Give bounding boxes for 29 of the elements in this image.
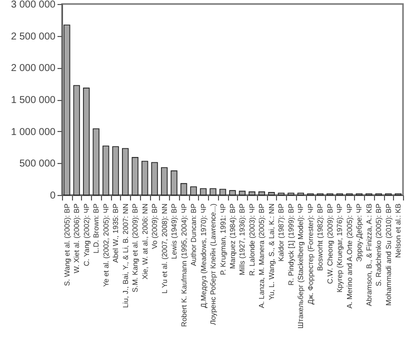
bar [248, 191, 256, 196]
bar [83, 88, 90, 196]
y-tick-label: 2 000 000 [11, 63, 56, 74]
bar [132, 157, 138, 196]
bar [180, 183, 188, 196]
y-tick-label: 1 000 000 [11, 126, 56, 138]
bar [170, 170, 178, 196]
y-tick-label: 1 500 000 [11, 95, 56, 106]
bar [112, 146, 119, 196]
bar [200, 188, 207, 196]
y-tick-label: 3 000 000 [11, 0, 56, 10]
y-tick-label: 2 500 000 [11, 31, 56, 42]
bar [219, 188, 226, 196]
bar [122, 148, 129, 196]
y-tick-label: 0 [50, 190, 56, 202]
bar [102, 146, 110, 196]
bar [92, 128, 100, 196]
bar [229, 190, 236, 196]
bar [160, 167, 168, 196]
bar [210, 188, 216, 196]
bar [268, 192, 275, 196]
bar [190, 186, 197, 196]
bar [238, 190, 246, 196]
bar [64, 24, 70, 196]
bar [141, 160, 148, 196]
bar [73, 85, 80, 196]
bar [151, 162, 158, 196]
y-tick-label: 500 000 [19, 158, 56, 170]
bar [258, 191, 266, 196]
